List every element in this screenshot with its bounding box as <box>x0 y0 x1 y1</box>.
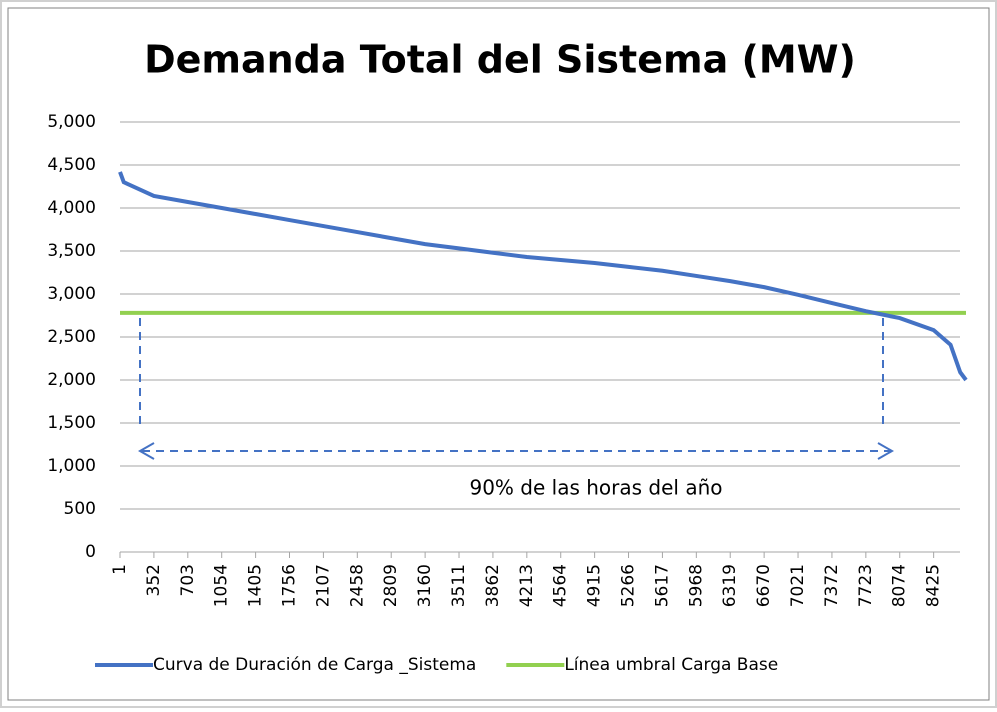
x-tick-label: 352 <box>144 564 164 596</box>
arrow-head <box>137 442 155 460</box>
x-tick-label: 5968 <box>686 564 706 607</box>
y-tick-label: 1,500 <box>47 413 96 433</box>
x-tick-label: 1 <box>110 564 130 575</box>
arrow-head <box>877 442 895 460</box>
x-tick-label: 3511 <box>449 564 469 607</box>
x-tick-label: 2458 <box>347 564 367 607</box>
chart-border <box>7 7 990 701</box>
chart-title: Demanda Total del Sistema (MW) <box>144 38 856 82</box>
x-tick-label: 6319 <box>720 564 740 607</box>
x-tick-label: 1405 <box>246 564 266 607</box>
x-tick-label: 2809 <box>381 564 401 607</box>
y-tick-label: 3,500 <box>47 241 96 261</box>
x-tick-label: 5617 <box>652 564 672 607</box>
x-tick-label: 4564 <box>551 564 571 607</box>
y-tick-label: 2,000 <box>47 370 96 390</box>
x-tick-label: 6670 <box>754 564 774 607</box>
y-tick-label: 5,000 <box>47 112 96 132</box>
x-tick-label: 1054 <box>212 564 232 607</box>
x-tick-label: 8425 <box>924 564 944 607</box>
y-tick-label: 500 <box>64 499 96 519</box>
x-tick-label: 703 <box>178 564 198 596</box>
y-tick-label: 3,000 <box>47 284 96 304</box>
series-line <box>118 171 968 382</box>
y-tick-label: 4,000 <box>47 198 96 218</box>
legend-label: Línea umbral Carga Base <box>564 655 778 675</box>
x-tick-label: 3160 <box>415 564 435 607</box>
x-tick-label: 2107 <box>313 564 333 607</box>
x-tick-label: 7021 <box>788 564 808 607</box>
y-tick-label: 4,500 <box>47 155 96 175</box>
y-tick-label: 2,500 <box>47 327 96 347</box>
x-tick-label: 8074 <box>890 564 910 607</box>
x-tick-label: 7372 <box>822 564 842 607</box>
x-tick-label: 1756 <box>280 564 300 607</box>
annotation: 90% de las horas del año <box>469 476 722 500</box>
span-marker <box>137 318 895 460</box>
x-tick-label: 7723 <box>856 564 876 607</box>
x-tick-label: 5266 <box>619 564 639 607</box>
x-tick-label: 3862 <box>483 564 503 607</box>
x-tick-label: 4915 <box>585 564 605 607</box>
y-tick-label: 0 <box>85 542 96 562</box>
y-tick-label: 1,000 <box>47 456 96 476</box>
legend-label: Curva de Duración de Carga _Sistema <box>153 655 476 675</box>
x-tick-label: 4213 <box>517 564 537 607</box>
